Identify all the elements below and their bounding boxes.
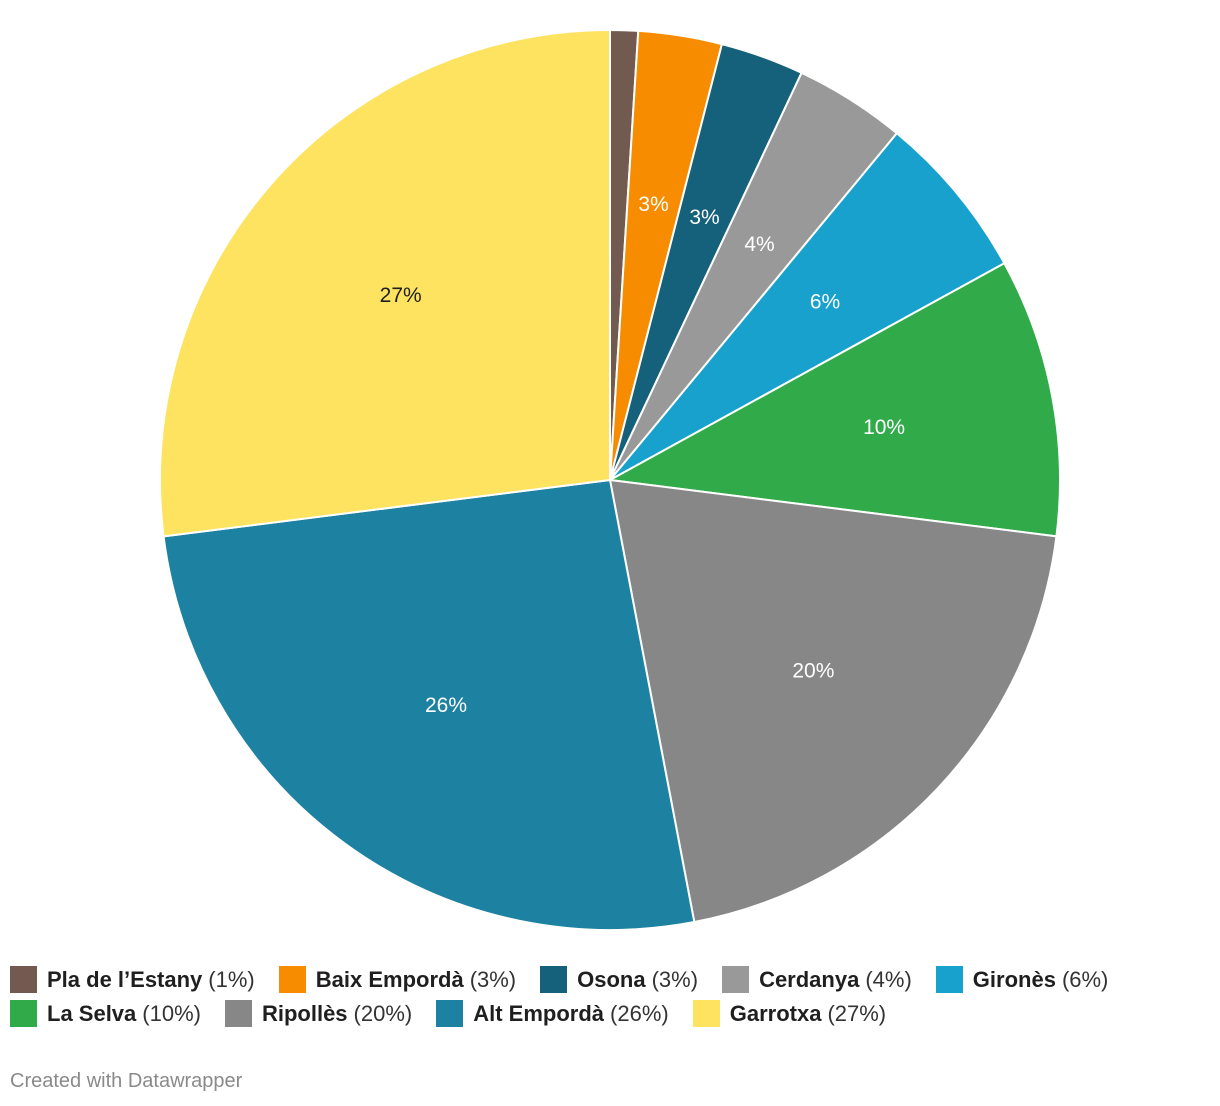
legend-label: Cerdanya <box>759 966 860 992</box>
legend-percent: (3%) <box>651 966 699 992</box>
legend-swatch <box>540 966 568 993</box>
slice-label: 26% <box>425 694 467 717</box>
pie-slice-la-selva <box>609 262 1061 538</box>
slice-label: 4% <box>744 233 774 256</box>
pie-slice-labels: 3% 3% 4% 6% 10% 20% 26% 27% <box>380 193 905 717</box>
legend-item-alt-emporda: Alt Empordà (26%) <box>436 1000 669 1027</box>
legend-label: Ripollès <box>261 1000 348 1026</box>
legend: Pla de l’Estany (1%) Baix Empordà (3%) O… <box>10 966 1210 1027</box>
slice-label: 20% <box>792 660 834 683</box>
legend-label: Garrotxa <box>729 1000 822 1026</box>
pie-slice-garrotxa <box>159 29 611 538</box>
legend-swatch <box>224 1000 252 1027</box>
legend-item-girones: Gironès (6%) <box>935 966 1109 993</box>
slice-label: 10% <box>863 416 905 439</box>
legend-item-la-selva: La Selva (10%) <box>10 1000 201 1027</box>
pie-slice-alt-empord- <box>162 479 696 931</box>
legend-item-cerdanya: Cerdanya (4%) <box>722 966 912 993</box>
legend-label: La Selva <box>47 1000 137 1026</box>
legend-percent: (6%) <box>1061 966 1109 992</box>
legend-item-pla-de-lestany: Pla de l’Estany (1%) <box>10 966 255 993</box>
pie-slice-ripoll-s <box>609 479 1058 924</box>
legend-swatch <box>10 1000 37 1027</box>
legend-label: Alt Empordà <box>473 1000 605 1026</box>
legend-item-ripolles: Ripollès (20%) <box>224 1000 413 1027</box>
legend-percent: (27%) <box>827 1000 887 1026</box>
legend-item-baix-emporda: Baix Empordà (3%) <box>278 966 517 993</box>
footer-credit: Created with Datawrapper <box>10 1070 243 1092</box>
legend-swatch <box>278 966 306 993</box>
legend-percent: (26%) <box>610 1000 669 1026</box>
legend-swatch <box>722 966 750 993</box>
legend-percent: (10%) <box>142 1000 201 1026</box>
slice-label: 3% <box>689 206 719 229</box>
legend-label: Pla de l’Estany <box>47 966 203 992</box>
legend-percent: (20%) <box>353 1000 413 1026</box>
pie-slices <box>159 29 1061 931</box>
legend-label: Baix Empordà <box>315 966 464 992</box>
pie-chart: 3% 3% 4% 6% 10% 20% 26% 27% <box>159 29 1061 931</box>
legend-swatch <box>10 966 37 993</box>
legend-percent: (4%) <box>865 966 912 992</box>
legend-swatch <box>436 1000 464 1027</box>
slice-label: 6% <box>810 291 840 314</box>
legend-label: Gironès <box>972 966 1056 992</box>
legend-swatch <box>935 966 963 993</box>
legend-item-garrotxa: Garrotxa (27%) <box>692 1000 887 1027</box>
legend-percent: (3%) <box>469 966 517 992</box>
slice-label: 3% <box>638 193 668 216</box>
legend-percent: (1%) <box>208 966 255 992</box>
legend-swatch <box>692 1000 720 1027</box>
legend-item-osona: Osona (3%) <box>540 966 698 993</box>
legend-label: Osona <box>577 966 646 992</box>
pie-slice-giron-s <box>609 132 1006 481</box>
slice-label: 27% <box>380 284 422 307</box>
